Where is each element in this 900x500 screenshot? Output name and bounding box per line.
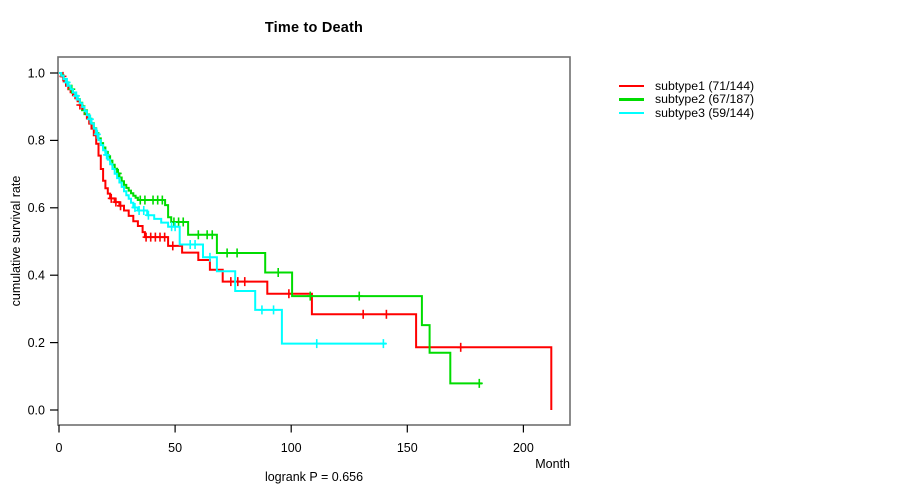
survival-curve-2: [59, 72, 483, 385]
x-tick-label: 50: [168, 441, 182, 455]
logrank-annotation: logrank P = 0.656: [264, 470, 364, 484]
y-tick-label: 0.8: [28, 134, 45, 148]
x-tick-label: 200: [513, 441, 534, 455]
legend-item-label: subtype1 (71/144): [655, 78, 755, 93]
censor-marks-3: [63, 77, 387, 349]
legend-item-subtype2: subtype2 (67/187): [619, 92, 755, 107]
legend-item-subtype1: subtype1 (71/144): [619, 79, 754, 93]
x-tick-label: 100: [281, 441, 302, 455]
legend-item-subtype3: subtype3 (59/144): [619, 106, 754, 120]
survival-curve-3: [59, 72, 387, 345]
y-tick-label: 0.6: [28, 201, 45, 215]
y-tick-label: 0.0: [28, 403, 45, 417]
legend: subtype1 (71/144) subtype2 (67/187) subtyp…: [619, 79, 754, 120]
censor-marks-2: [68, 84, 483, 388]
x-tick-label: 0: [56, 441, 63, 455]
legend-item-label: subtype2 (67/187): [655, 92, 755, 107]
y-tick-label: 0.4: [28, 269, 45, 283]
survival-curve-1: [59, 72, 553, 410]
legend-line-swatch: [619, 111, 644, 115]
legend-line-swatch: [619, 84, 644, 87]
plot-box: [57, 56, 571, 426]
legend-line-swatch: [619, 98, 644, 101]
x-axis-label: Month: [535, 457, 570, 471]
y-tick-label: 1.0: [28, 66, 45, 80]
chart-title: Time to Death: [264, 20, 364, 36]
legend-item-label: subtype3 (59/144): [655, 105, 755, 120]
y-tick-label: 0.2: [28, 336, 45, 350]
x-tick-label: 150: [397, 441, 418, 455]
